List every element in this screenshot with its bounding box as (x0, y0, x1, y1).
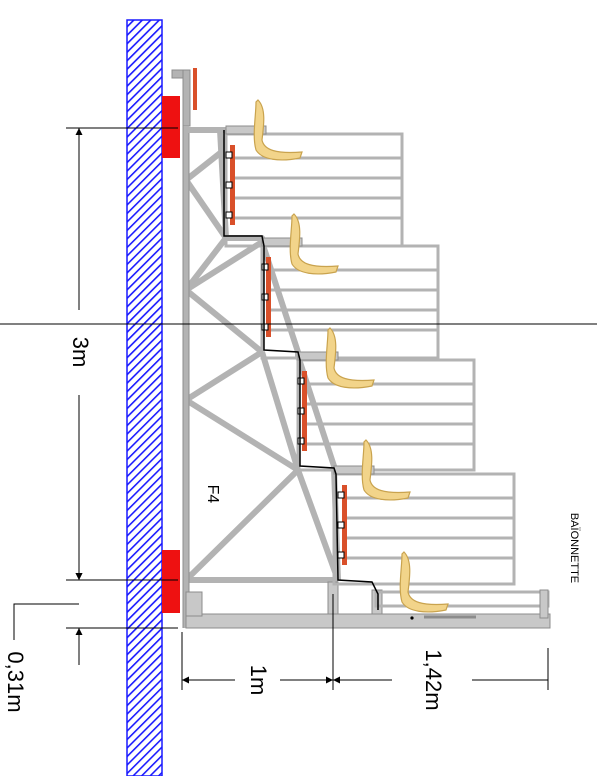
tier-3 (296, 351, 476, 472)
support-frame-outline (182, 126, 190, 628)
base-step-left (185, 591, 203, 617)
base-beam (185, 613, 551, 629)
sightline-profile (223, 130, 379, 610)
top-cap-post (182, 69, 191, 127)
bottom-support-bracket (162, 550, 180, 613)
dimension-depth-first (181, 594, 334, 690)
seat-icon (253, 99, 303, 161)
support-frame (183, 126, 341, 628)
dimension-height-small (13, 545, 178, 665)
top-support-bracket (162, 96, 180, 158)
tier-4 (332, 465, 516, 586)
seat-icon (361, 439, 411, 501)
seat-icon (325, 327, 375, 389)
dimension-depth-second (333, 648, 549, 690)
seat-icon (399, 551, 449, 613)
dimension-height-main (66, 127, 178, 581)
tier-1 (224, 125, 404, 248)
front-platform-bolt (410, 616, 414, 620)
seat-icon (289, 213, 339, 275)
wall (126, 19, 163, 776)
frame-code-label: F4 (204, 485, 221, 504)
dimension-depth-second-label: 1,42m (421, 649, 446, 710)
side-note-label: BAÏONNETTE (568, 513, 580, 583)
front-platform-end (539, 589, 549, 619)
tier-2 (260, 237, 440, 360)
dimension-height-main-label: 3m (68, 337, 93, 368)
dimension-height-small-label: 0,31m (3, 651, 28, 712)
top-cap-rail (193, 68, 197, 110)
dimension-depth-first-label: 1m (246, 665, 271, 696)
